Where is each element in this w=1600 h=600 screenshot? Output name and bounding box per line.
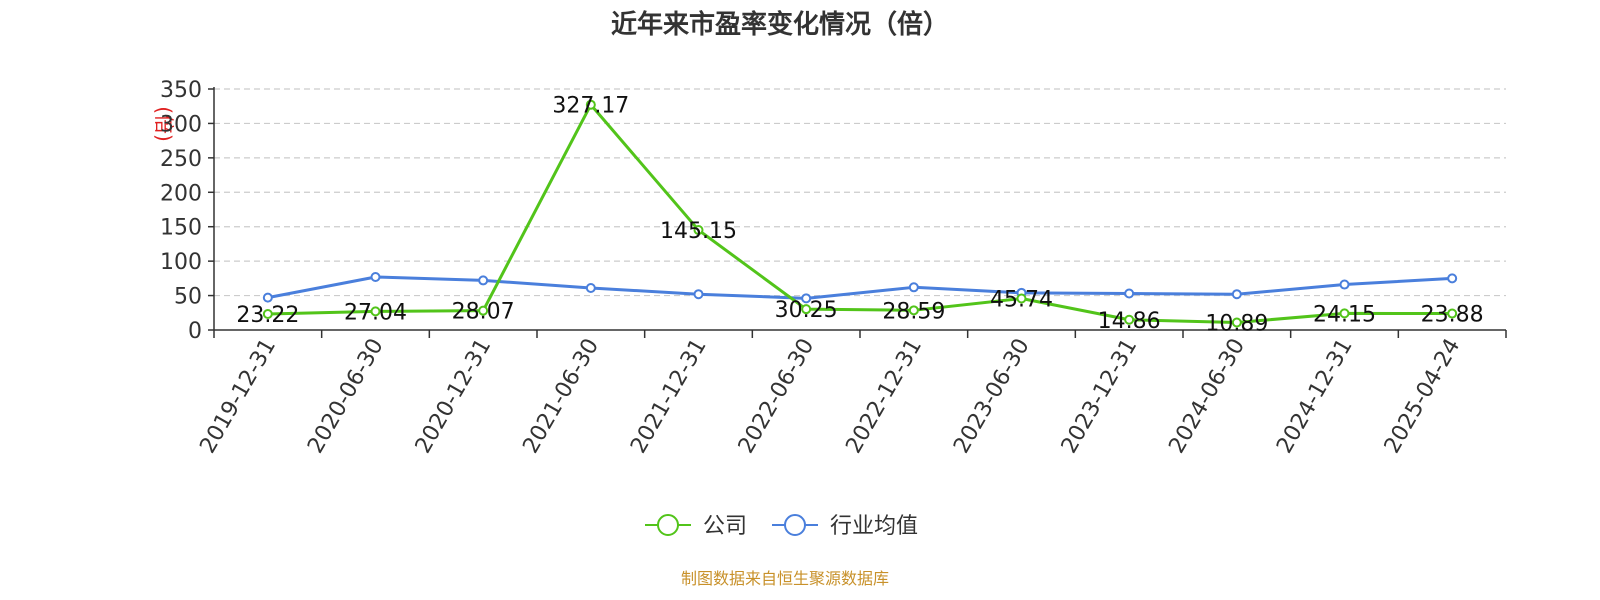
data-label: 28.07 [452, 300, 515, 325]
data-labels: 23.22 27.04 28.07 327.17 145.15 30.25 28.59 45.… [236, 94, 1483, 337]
data-label: 28.59 [882, 299, 945, 324]
data-point [1339, 279, 1350, 290]
data-point [370, 271, 381, 282]
data-label: 45.74 [990, 288, 1053, 313]
y-tick-label: 350 [160, 78, 202, 103]
data-point [478, 305, 489, 316]
x-tick-label: 2024-06-30 [1164, 335, 1250, 458]
y-axis-label: (倍) [152, 106, 176, 142]
series-layer [262, 99, 1458, 328]
data-point [262, 309, 273, 320]
data-point [1447, 308, 1458, 319]
x-tick-label: 2020-06-30 [303, 335, 389, 458]
data-point [1339, 308, 1350, 319]
data-point [693, 225, 704, 236]
x-tick-label: 2023-12-31 [1057, 335, 1143, 458]
legend-label: 公司 [703, 514, 747, 539]
x-tick-label: 2023-06-30 [949, 335, 1035, 458]
data-point [1231, 317, 1242, 328]
data-point [908, 282, 919, 293]
x-tick-label: 2025-04-24 [1380, 335, 1466, 458]
x-tick-label: 2022-12-31 [841, 334, 927, 457]
x-tick-label: 2022-06-30 [734, 335, 820, 458]
data-label: 24.15 [1313, 302, 1376, 327]
data-point [1124, 288, 1135, 299]
data-label: 23.88 [1421, 303, 1484, 328]
x-tick-label: 2021-12-31 [626, 335, 712, 458]
y-tick-label: 150 [160, 216, 202, 241]
data-label: 145.15 [660, 219, 737, 244]
x-tick-label: 2020-12-31 [411, 334, 497, 457]
data-label: 30.25 [775, 298, 838, 323]
legend-marker [784, 514, 806, 536]
x-tick-label: 2024-12-31 [1272, 335, 1358, 458]
y-tick-label: 200 [160, 181, 202, 206]
x-tick-label: 2019-12-31 [195, 335, 281, 458]
data-point [478, 275, 489, 286]
series-line [267, 275, 1453, 300]
y-tick-label: 0 [188, 319, 202, 344]
data-point [585, 282, 596, 293]
data-point [370, 306, 381, 317]
legend-item[interactable]: 行业均值 [772, 514, 918, 539]
legend: 公司 行业均值 [645, 514, 918, 539]
data-point [801, 293, 812, 304]
y-tick-label: 100 [160, 250, 202, 275]
series-line [267, 103, 1453, 325]
source-note: 制图数据来自恒生聚源数据库 [681, 569, 889, 588]
legend-label: 行业均值 [830, 514, 918, 539]
data-point [585, 99, 596, 110]
data-point [908, 305, 919, 316]
data-point [1231, 289, 1242, 300]
data-point [801, 304, 812, 315]
data-label: 10.89 [1205, 312, 1268, 337]
data-point [693, 289, 704, 300]
chart-title: 近年来市盈率变化情况（倍） [611, 9, 949, 40]
data-label: 14.86 [1098, 309, 1161, 334]
data-label: 27.04 [344, 300, 407, 325]
axes: 0 50 100 150 200 250 300 350 2019-12-31 2020-06-3… [160, 78, 1507, 458]
data-point [1447, 273, 1458, 284]
y-tick-label: 300 [160, 112, 202, 137]
legend-marker [657, 514, 679, 536]
x-tick-label: 2021-06-30 [518, 335, 604, 458]
data-point [1016, 293, 1027, 304]
data-label: 327.17 [552, 94, 629, 119]
y-tick-label: 250 [160, 147, 202, 172]
grid-lines [214, 88, 1506, 297]
data-point [262, 292, 273, 303]
data-point [1124, 314, 1135, 325]
data-label: 23.22 [236, 303, 299, 328]
y-tick-label: 50 [174, 285, 202, 310]
legend-item[interactable]: 公司 [645, 514, 747, 539]
